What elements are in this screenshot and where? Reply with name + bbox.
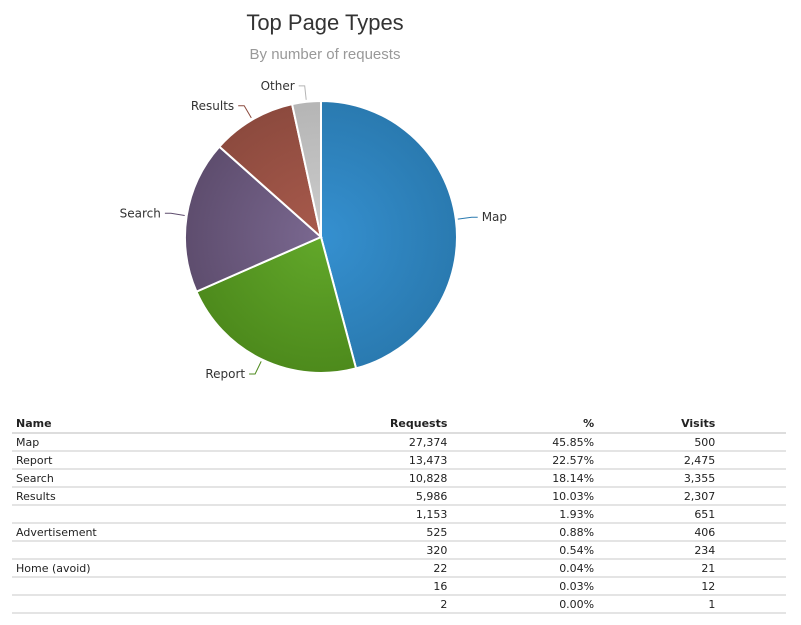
cell-requests: 525 [217, 523, 452, 542]
cell-percent: 22.57% [451, 451, 599, 470]
cell-requests: 5,986 [217, 487, 452, 506]
table-row[interactable]: Home (avoid) 22 0.04% 21 [12, 559, 786, 578]
pie-connector-results [238, 105, 252, 119]
cell-name: Results [12, 487, 218, 506]
cell-visits: 2,307 [598, 487, 720, 506]
cell-name: Map [12, 433, 218, 452]
pie-slice-map[interactable] [320, 99, 458, 370]
pie-connector-report [249, 361, 262, 375]
cell-requests: 22 [217, 559, 452, 578]
table-header-row: Name Requests % Visits [12, 415, 786, 434]
chart-subtitle: By number of requests [249, 46, 401, 63]
cell-requests: 10,828 [217, 469, 452, 488]
cell-requests: 2 [217, 595, 452, 614]
pie-label-map: Map [482, 210, 507, 224]
cell-spacer [719, 577, 786, 596]
header-visits[interactable]: Visits [598, 415, 720, 434]
table-body: Map 27,374 45.85% 500 Report 13,473 22.57% 2,47… [12, 433, 786, 614]
cell-percent: 1.93% [451, 505, 599, 524]
cell-requests: 1,153 [217, 505, 452, 524]
cell-requests: 27,374 [217, 433, 452, 452]
cell-visits: 21 [598, 559, 720, 578]
header-spacer [719, 415, 786, 434]
pie-slice-report[interactable] [195, 235, 358, 374]
cell-spacer [719, 433, 786, 452]
cell-percent: 0.00% [451, 595, 599, 614]
pie-slice-other[interactable] [290, 99, 322, 238]
pie-slice-search[interactable] [184, 145, 323, 293]
cell-spacer [719, 559, 786, 578]
pie-chart: Map Report Search Results Other [120, 79, 507, 381]
cell-requests: 13,473 [217, 451, 452, 470]
cell-name [12, 595, 218, 614]
pie-slice-results[interactable] [217, 102, 323, 240]
table-row[interactable]: 1,153 1.93% 651 [12, 505, 786, 524]
cell-spacer [719, 541, 786, 560]
cell-visits: 406 [598, 523, 720, 542]
cell-visits: 500 [598, 433, 720, 452]
pie-label-report: Report [205, 367, 245, 381]
table-row[interactable]: 2 0.00% 1 [12, 595, 786, 614]
cell-name [12, 505, 218, 524]
pie-label-search: Search [120, 206, 161, 220]
table-row[interactable]: 320 0.54% 234 [12, 541, 786, 560]
table-row[interactable]: 16 0.03% 12 [12, 577, 786, 596]
cell-percent: 0.03% [451, 577, 599, 596]
table-row[interactable]: Advertisement 525 0.88% 406 [12, 523, 786, 542]
cell-visits: 12 [598, 577, 720, 596]
cell-percent: 45.85% [451, 433, 599, 452]
cell-percent: 18.14% [451, 469, 599, 488]
pie-connector-map [457, 216, 478, 220]
pie-connector-search [164, 212, 185, 216]
cell-spacer [719, 469, 786, 488]
chart-title: Top Page Types [246, 10, 404, 35]
pie-label-other: Other [261, 79, 295, 93]
pie-slices [184, 99, 458, 374]
cell-visits: 651 [598, 505, 720, 524]
table-row[interactable]: Results 5,986 10.03% 2,307 [12, 487, 786, 506]
cell-visits: 2,475 [598, 451, 720, 470]
cell-spacer [719, 505, 786, 524]
header-name[interactable]: Name [12, 415, 218, 434]
table-row[interactable]: Search 10,828 18.14% 3,355 [12, 469, 786, 488]
pie-connector-other [298, 85, 307, 100]
header-percent[interactable]: % [451, 415, 599, 434]
header-requests[interactable]: Requests [217, 415, 452, 434]
cell-percent: 0.04% [451, 559, 599, 578]
cell-spacer [719, 487, 786, 506]
pie-labels: Map Report Search Results Other [120, 79, 507, 381]
cell-visits: 3,355 [598, 469, 720, 488]
cell-percent: 10.03% [451, 487, 599, 506]
cell-visits: 234 [598, 541, 720, 560]
cell-spacer [719, 451, 786, 470]
cell-percent: 0.88% [451, 523, 599, 542]
pie-label-results: Results [191, 99, 234, 113]
cell-name: Report [12, 451, 218, 470]
cell-name: Search [12, 469, 218, 488]
data-table: Name Requests % Visits Map 27,374 45.85% 50… [12, 415, 786, 614]
cell-name [12, 541, 218, 560]
table-row[interactable]: Report 13,473 22.57% 2,475 [12, 451, 786, 470]
cell-name: Advertisement [12, 523, 218, 542]
table-row[interactable]: Map 27,374 45.85% 500 [12, 433, 786, 452]
cell-requests: 16 [217, 577, 452, 596]
cell-name [12, 577, 218, 596]
cell-percent: 0.54% [451, 541, 599, 560]
cell-requests: 320 [217, 541, 452, 560]
cell-spacer [719, 595, 786, 614]
cell-spacer [719, 523, 786, 542]
cell-name: Home (avoid) [12, 559, 218, 578]
cell-visits: 1 [598, 595, 720, 614]
